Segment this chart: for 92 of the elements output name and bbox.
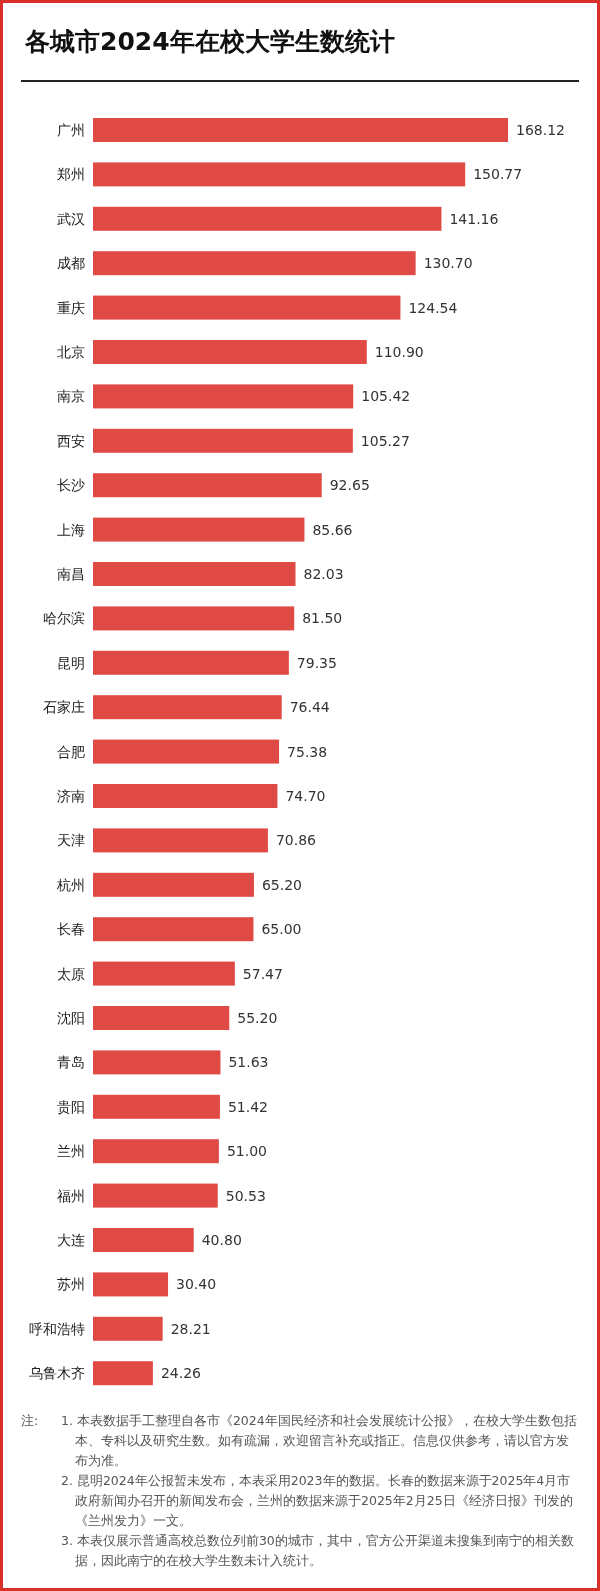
y-tick-label: 合肥 (57, 743, 85, 760)
bar (93, 562, 296, 586)
y-tick-label: 广州 (57, 122, 85, 138)
data-label: 76.44 (289, 699, 330, 716)
data-label: 168.12 (516, 122, 565, 138)
y-tick-label: 长春 (57, 921, 85, 938)
bar (93, 1316, 163, 1341)
y-tick-label: 长沙 (57, 477, 85, 494)
data-label: 124.54 (408, 299, 458, 316)
data-label: 51.00 (226, 1143, 267, 1160)
chart-title: 各城市2024年在校大学生数统计 (25, 26, 395, 58)
y-tick-label: 乌鲁木齐 (29, 1365, 85, 1382)
data-label: 75.38 (287, 743, 328, 760)
y-tick-label: 武汉 (57, 210, 85, 227)
y-tick-label: 南昌 (57, 566, 85, 582)
bar (93, 917, 254, 942)
bar (93, 784, 278, 808)
y-tick-label: 青岛 (57, 1054, 85, 1071)
data-label: 51.42 (227, 1098, 269, 1115)
bar (93, 340, 367, 364)
bar (93, 606, 295, 631)
text: 3. 本表仅展示普通高校总数位列前30的城市，其中，官方公开渠道未搜集到南宁的相关数据，因此南宁的在校大学生数未计入统计。 (61, 1532, 575, 1570)
y-tick-label: 重庆 (57, 299, 85, 316)
y-tick-label: 大连 (57, 1232, 85, 1248)
bar (93, 1006, 230, 1030)
data-label: 105.27 (360, 432, 410, 449)
bar (93, 251, 416, 276)
data-label: 57.47 (242, 965, 283, 982)
y-tick-label: 太原 (57, 965, 85, 982)
bar (93, 1228, 194, 1252)
bar (93, 118, 508, 142)
data-label: 85.66 (312, 521, 353, 538)
bar (93, 1139, 219, 1164)
bar (93, 828, 268, 853)
bar (93, 1361, 153, 1386)
data-label: 110.90 (374, 344, 424, 360)
text: 注: (21, 1412, 39, 1430)
data-label: 30.40 (176, 1276, 217, 1293)
bar (93, 1050, 221, 1075)
data-label: 65.00 (261, 921, 302, 938)
y-tick-label: 沈阳 (57, 1010, 85, 1026)
data-label: 92.65 (329, 477, 370, 494)
data-label: 51.63 (228, 1054, 269, 1071)
text: 2. 昆明2024年公报暂未发布，本表采用2023年的数据。长春的数据来源于2025年4月市政府新闻办召开的新闻发布会，兰州的数据来源于2025年2月25日《经济日报》刊发的《兰州发力》一文。 (61, 1472, 574, 1530)
data-label: 141.16 (449, 210, 499, 227)
y-tick-label: 石家庄 (43, 699, 85, 716)
text: 1. 本表数据手工整理自各市《2024年国民经济和社会发展统计公报》，在校大学生数包括本、专科以及研究生数。如有疏漏，欢迎留言补充或指正。信息仅供参考，请以官方发布为准。 (61, 1412, 578, 1470)
bar (93, 650, 289, 675)
bar (93, 295, 401, 320)
data-label: 105.42 (361, 388, 411, 405)
y-tick-label: 昆明 (57, 654, 85, 671)
bar (93, 1183, 218, 1208)
y-tick-label: 苏州 (57, 1276, 85, 1293)
y-tick-label: 北京 (57, 344, 85, 360)
y-tick-label: 南京 (57, 388, 85, 405)
y-tick-label: 杭州 (56, 876, 85, 893)
bar (93, 162, 466, 187)
y-tick-label: 呼和浩特 (29, 1320, 85, 1337)
data-label: 130.70 (423, 255, 473, 272)
bar (93, 1094, 220, 1119)
bar (93, 961, 235, 986)
y-tick-label: 贵阳 (57, 1098, 85, 1115)
data-label: 79.35 (296, 654, 337, 671)
y-tick-label: 郑州 (57, 166, 85, 183)
data-label: 82.03 (303, 566, 344, 582)
y-tick-label: 福州 (57, 1187, 85, 1204)
y-tick-label: 西安 (57, 432, 85, 449)
bar (93, 739, 280, 764)
data-label: 55.20 (237, 1010, 278, 1026)
bar (93, 517, 305, 542)
bar (93, 1272, 169, 1297)
bar (93, 384, 354, 409)
data-label: 70.86 (275, 832, 317, 849)
data-label: 28.21 (170, 1320, 211, 1337)
y-tick-label: 济南 (57, 788, 85, 804)
data-label: 50.53 (225, 1187, 266, 1204)
y-tick-label: 成都 (57, 255, 85, 272)
data-label: 40.80 (201, 1232, 242, 1248)
bar (93, 206, 442, 231)
y-tick-label: 哈尔滨 (43, 610, 85, 627)
y-tick-label: 天津 (57, 832, 85, 849)
data-label: 81.50 (302, 610, 343, 627)
bar (93, 473, 322, 498)
y-tick-label: 兰州 (57, 1143, 85, 1160)
y-tick-label: 上海 (57, 521, 85, 538)
data-label: 65.20 (261, 876, 303, 893)
bar (93, 695, 282, 720)
bar (93, 872, 254, 897)
bar (93, 428, 353, 453)
data-label: 24.26 (160, 1365, 202, 1382)
data-label: 74.70 (285, 788, 326, 804)
data-label: 150.77 (473, 166, 523, 183)
